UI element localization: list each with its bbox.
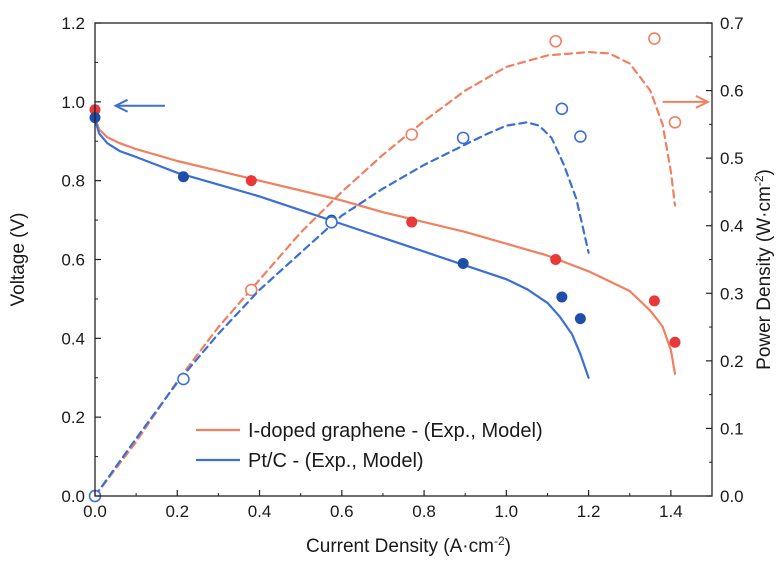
x-tick-label: 0.4 [248, 502, 272, 521]
y-left-tick-label: 1.0 [61, 93, 85, 112]
idoped-voltage-exp-point [669, 336, 681, 348]
y-left-tick-label: 0.2 [61, 408, 85, 427]
legend-item: I-doped graphene - (Exp., Model) [196, 420, 543, 442]
y-right-axis-title: Power Density (W·cm-2) [752, 169, 775, 370]
y-right-tick-label: 0.3 [720, 284, 744, 303]
idoped-voltage-exp-point [245, 175, 257, 187]
ptc-voltage-exp-point [457, 257, 469, 269]
y-right-tick-label: 0.5 [720, 149, 744, 168]
idoped-voltage-model-line [93, 116, 677, 375]
legend-label: Pt/C - (Exp., Model) [248, 450, 424, 472]
idoped-voltage-exp-point [648, 295, 660, 307]
x-axis-title-end: ) [505, 536, 511, 557]
y-right-tick-label: 0.7 [720, 14, 744, 33]
y-right-tick-label: 0.4 [720, 217, 744, 236]
y-left-tick-label: 0.6 [61, 251, 85, 270]
x-axis-title-sup: -2 [494, 534, 505, 548]
ptc-power-exp-point [325, 216, 338, 229]
idoped-power-exp-point [668, 116, 682, 129]
y-right-tick-label: 0.1 [720, 419, 744, 438]
y-right-tick-label: 0.2 [720, 352, 744, 371]
legend-label: I-doped graphene - (Exp., Model) [248, 420, 543, 442]
right-axis-arrow [662, 94, 711, 109]
ptc-voltage-model-line [93, 118, 590, 379]
idoped-power-model-line [93, 51, 677, 498]
y-right-axis-title-main: Power Density (W·cm [754, 186, 775, 370]
legend-item: Pt/C - (Exp., Model) [196, 450, 424, 472]
x-axis-title: Current Density (A·cm-2) [306, 534, 511, 557]
plot-area [88, 32, 711, 503]
ptc-voltage-exp-point [556, 291, 568, 303]
legend: I-doped graphene - (Exp., Model) Pt/C - (… [196, 420, 543, 472]
ptc-voltage-exp-point [177, 171, 189, 183]
idoped-power-exp-point [648, 32, 661, 45]
y-left-axis-title: Voltage (V) [8, 213, 29, 307]
x-tick-label: 1.0 [495, 502, 519, 521]
ptc-power-model-line [93, 121, 590, 498]
y-right-axis-title-end: ) [754, 169, 775, 175]
x-tick-label: 0.2 [165, 502, 189, 521]
left-axis-arrow [113, 98, 165, 113]
x-tick-label: 1.4 [659, 502, 683, 521]
x-tick-label: 0.0 [83, 502, 107, 521]
axes: 0.0 0.2 0.4 0.6 0.8 1.0 1.2 1.4 0.0 0.2 0.4 0.6 0.8 1… [8, 14, 775, 557]
x-tick-label: 0.8 [412, 502, 436, 521]
ptc-voltage-exp-point [574, 313, 586, 325]
arrow-head [695, 94, 711, 109]
y-left-tick-label: 0.4 [61, 329, 85, 348]
idoped-power-exp-point [549, 34, 562, 48]
ptc-power-exp-point [555, 102, 569, 116]
y-left-tick-label: 0.0 [61, 487, 85, 506]
x-axis-title-main: Current Density (A·cm [306, 536, 494, 557]
y-right-tick-label: 0.6 [720, 82, 744, 101]
x-tick-label: 1.2 [577, 502, 601, 521]
y-left-tick-label: 0.8 [61, 172, 85, 191]
idoped-voltage-exp-point [406, 216, 418, 228]
arrow-head [113, 98, 129, 113]
y-right-tick-label: 0.0 [720, 487, 744, 506]
x-tick-label: 0.6 [330, 502, 354, 521]
ptc-power-exp-point [574, 130, 587, 143]
idoped-power-exp-point [405, 128, 419, 141]
idoped-voltage-exp-point [550, 254, 562, 265]
idoped-power-exp-point [245, 283, 258, 297]
ptc-power-exp-point [456, 131, 470, 145]
y-left-tick-label: 1.2 [61, 14, 85, 33]
ptc-power-exp-point [177, 372, 190, 386]
y-right-axis-title-sup: -2 [752, 175, 766, 186]
